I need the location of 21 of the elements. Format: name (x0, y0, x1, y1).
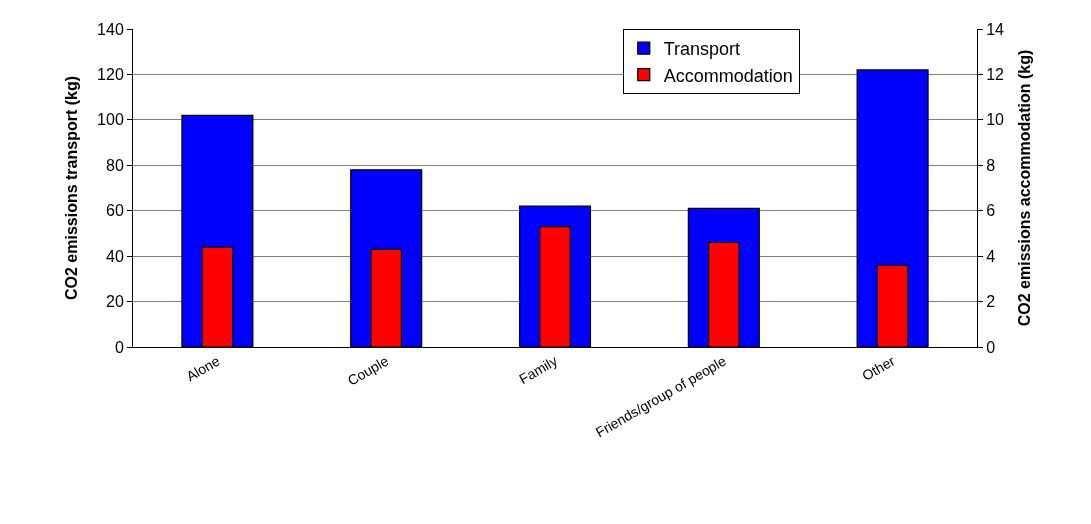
x-tick-label: Other (859, 352, 898, 384)
y2-axis-title: CO2 emissions accommodation (kg) (1015, 49, 1033, 327)
y-tick-label: 40 (106, 247, 124, 265)
y2-tick-label: 0 (986, 338, 996, 356)
y-tick-label: 100 (97, 111, 124, 129)
y2-tick-label: 4 (986, 247, 996, 265)
legend-label: Accommodation (663, 65, 793, 86)
y2-tick-label: 14 (986, 20, 1005, 38)
y2-tick-label: 8 (986, 156, 996, 174)
y-tick-label: 0 (114, 338, 124, 356)
y2-tick-label: 12 (986, 66, 1005, 84)
legend-label: Transport (663, 39, 741, 60)
y-tick-label: 120 (97, 66, 124, 84)
y2-tick-label: 10 (986, 111, 1005, 129)
y-tick-label: 80 (106, 156, 124, 174)
y-tick-label: 60 (106, 202, 124, 220)
y-axis-title: CO2 emissions transport (kg) (63, 75, 80, 301)
y2-tick-label: 6 (986, 202, 996, 220)
y-tick-label: 140 (97, 20, 124, 38)
y2-tick-label: 2 (986, 293, 996, 311)
y-tick-label: 20 (106, 293, 124, 311)
